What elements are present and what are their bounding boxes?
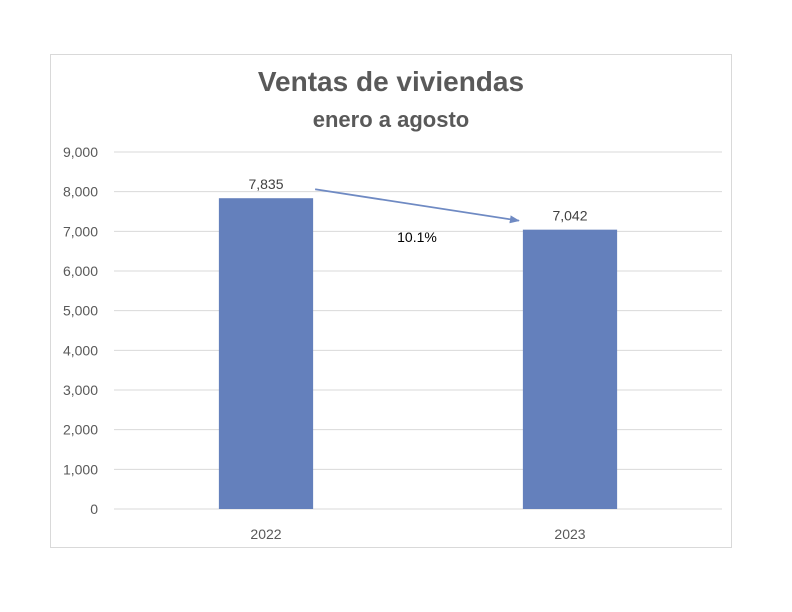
bar-2022	[218, 198, 314, 509]
y-tick-label: 2,000	[63, 422, 98, 438]
change-arrow	[314, 188, 520, 224]
y-tick-label: 1,000	[63, 461, 98, 477]
y-tick-label: 3,000	[63, 382, 98, 398]
y-tick-label: 7,000	[63, 223, 98, 239]
data-label: 7,042	[552, 208, 587, 224]
y-tick-label: 4,000	[63, 342, 98, 358]
x-tick-label: 2023	[554, 526, 585, 542]
y-tick-label: 0	[90, 501, 98, 517]
chart-subtitle: enero a agosto	[313, 107, 469, 132]
data-labels: 7,835 7,042	[248, 176, 587, 223]
bar-2023	[522, 229, 618, 509]
gridlines	[114, 151, 722, 510]
chart-title: Ventas de viviendas	[258, 66, 524, 97]
annotation: 10.1%	[314, 188, 520, 245]
y-tick-label: 5,000	[63, 303, 98, 319]
x-axis-ticks: 2022 2023	[250, 526, 585, 542]
x-tick-label: 2022	[250, 526, 281, 542]
chart-frame	[50, 54, 732, 548]
y-tick-label: 6,000	[63, 263, 98, 279]
change-percent-label: 10.1%	[397, 229, 437, 245]
data-label: 7,835	[248, 176, 283, 192]
y-tick-label: 8,000	[63, 184, 98, 200]
y-axis-ticks: 0 1,000 2,000 3,000 4,000 5,000 6,000 7,000 8,00…	[63, 144, 98, 517]
bars	[218, 198, 618, 509]
y-tick-label: 9,000	[63, 144, 98, 160]
